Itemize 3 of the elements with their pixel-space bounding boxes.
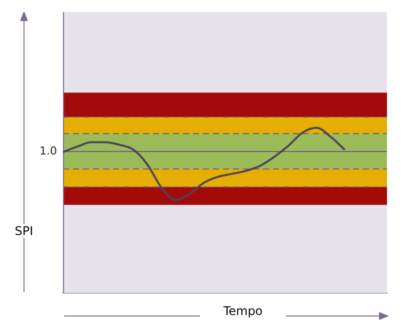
y-axis-title: SPI xyxy=(6,224,42,238)
x-axis-title: Tempo xyxy=(200,304,286,318)
text: 1.0 xyxy=(40,144,57,158)
